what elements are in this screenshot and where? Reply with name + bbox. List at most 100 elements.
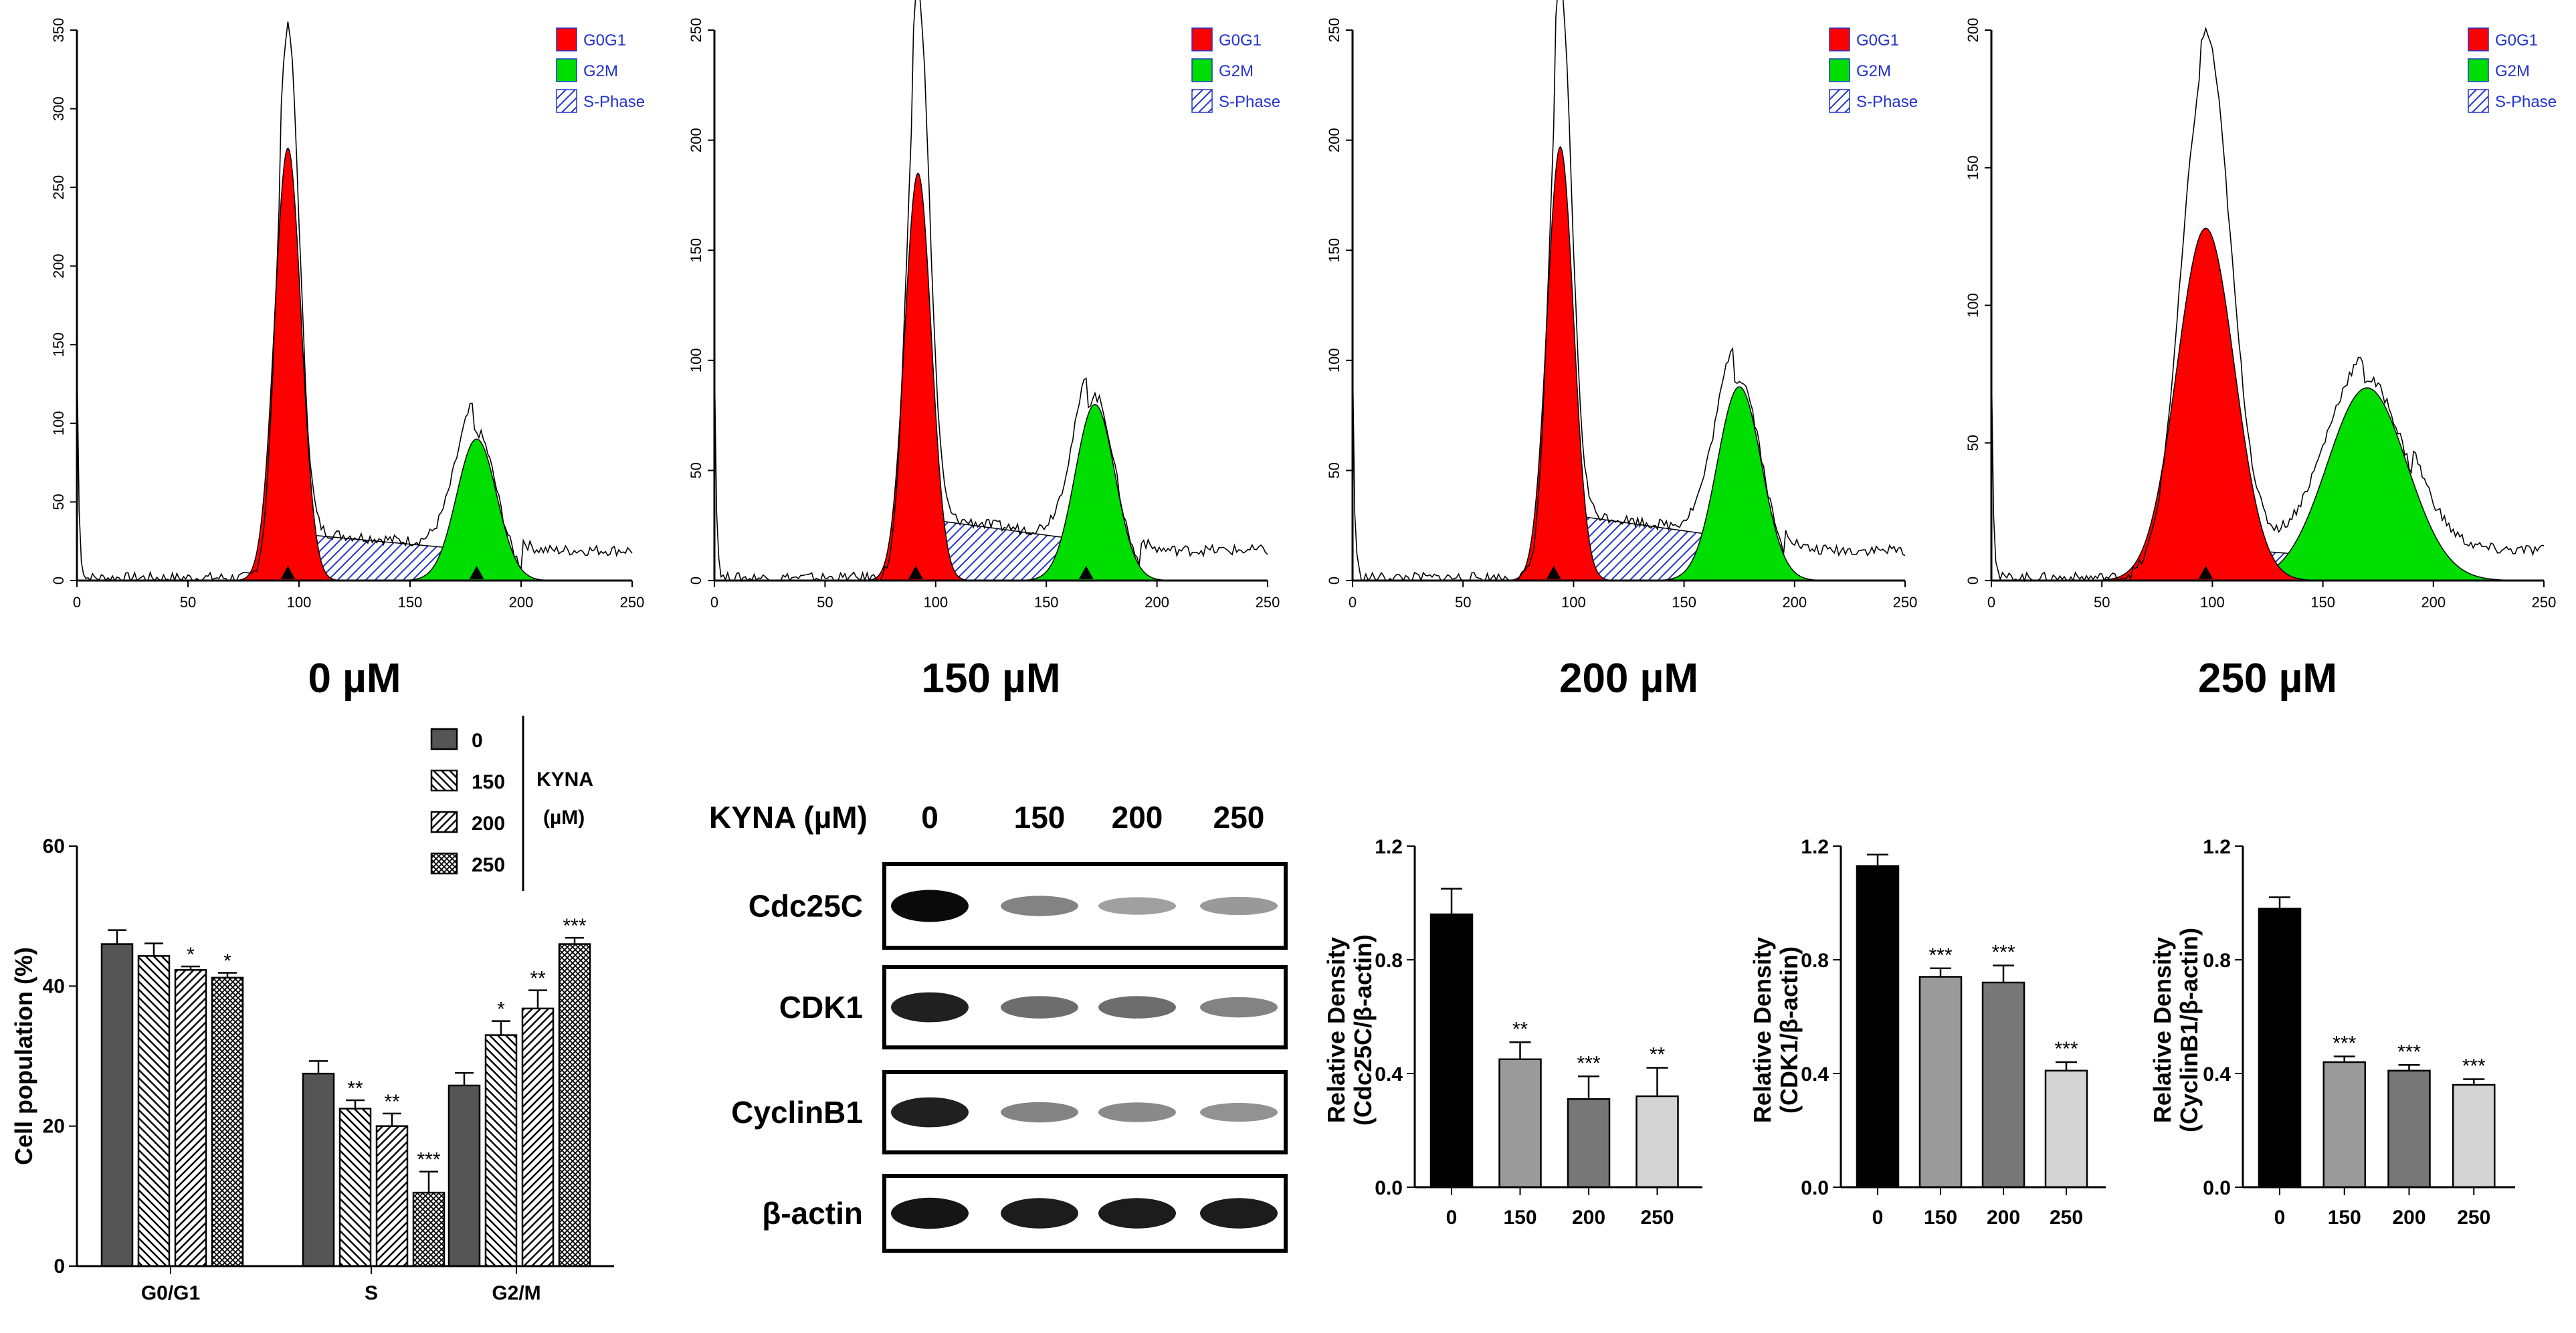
y-tick-label: 40	[43, 975, 65, 997]
blot-band	[1098, 897, 1176, 915]
legend-label: 150	[472, 771, 505, 793]
blot-band	[891, 1097, 969, 1128]
y-tick-label: 50	[1965, 435, 1981, 451]
y-tick-label: 1.2	[1375, 836, 1403, 858]
histogram-0: 0 50 100 150 200 250 0 50 100 150 200 250 300 350 G0G1…	[50, 18, 645, 702]
density-bar	[2044, 1069, 2088, 1189]
x-tick-label: 50	[2094, 594, 2110, 611]
density-bar	[1981, 981, 2025, 1189]
y-tick-label: 0.8	[2203, 950, 2231, 972]
x-tick-label: 250	[2050, 1207, 2083, 1229]
density-bar	[2452, 1084, 2496, 1189]
density-bar	[1636, 1095, 1679, 1189]
y-tick-label: 150	[1326, 238, 1343, 263]
x-tick-label: 250	[1893, 594, 1918, 611]
x-tick-label: 200	[2421, 594, 2446, 611]
y-tick-label: 250	[1326, 18, 1343, 43]
y-axis-label: Relative Density	[2149, 937, 2176, 1123]
significance-label: *	[223, 950, 231, 972]
legend-label: 200	[472, 813, 505, 835]
x-tick-label: 100	[2200, 594, 2225, 611]
legend-swatch	[430, 728, 458, 750]
protein-label: CDK1	[779, 990, 863, 1025]
cellpop-bar	[448, 1084, 481, 1267]
density-bar	[1918, 976, 1963, 1189]
g2m-peak	[1015, 403, 1175, 581]
peak-marker	[908, 566, 924, 579]
y-tick-label: 0.4	[1801, 1063, 1829, 1086]
x-tick-label: 0	[73, 594, 81, 611]
x-tick-label: 150	[1924, 1207, 1957, 1229]
legend-g0g1-swatch	[1829, 27, 1850, 52]
flow-cytometry-histograms: 0 50 100 150 200 250 0 50 100 150 200 250 300 350 G0G1…	[50, 0, 2557, 702]
lane-label: 200	[1112, 800, 1163, 835]
relative-density-charts: 0 ** 150 *** 200 ** 250 0.0 0.4 0.8 1.2 Relative De…	[1322, 836, 2515, 1229]
y-tick-label: 1.2	[1801, 836, 1829, 858]
legend-g0g1-label: G0G1	[1219, 31, 1262, 49]
legend-s-phase-swatch	[1829, 89, 1850, 113]
x-tick-label: 150	[1034, 594, 1059, 611]
y-axis-label: Relative Density	[1749, 937, 1776, 1123]
legend-unit: (µM)	[543, 807, 585, 829]
y-tick-label: 250	[50, 175, 67, 200]
density-bar	[2258, 908, 2302, 1189]
legend-g2m-label: G2M	[2495, 62, 2530, 80]
y-tick-label: 0	[1965, 577, 1981, 585]
y-axis-label: Relative Density	[1322, 937, 1350, 1123]
significance-label: ***	[1928, 944, 1952, 966]
legend-g2m-swatch	[1191, 58, 1213, 82]
g0g1-peak	[864, 172, 972, 581]
legend-g2m-label: G2M	[1856, 62, 1891, 80]
g2m-peak	[1650, 386, 1829, 581]
y-tick-label: 50	[50, 494, 67, 510]
legend-swatch	[430, 811, 458, 833]
x-tick-label: 200	[2392, 1207, 2425, 1229]
blot-band	[1098, 1102, 1176, 1122]
significance-label: *	[497, 999, 505, 1021]
legend-g2m-label: G2M	[1219, 62, 1254, 80]
x-tick-label: 100	[287, 594, 312, 611]
x-tick-label: 250	[1640, 1207, 1674, 1229]
significance-label: ***	[2397, 1041, 2421, 1063]
density-bar	[2387, 1069, 2431, 1189]
y-tick-label: 0.4	[1375, 1063, 1403, 1086]
x-tick-label: 200	[1572, 1207, 1605, 1229]
condition-label: 250 µM	[2198, 655, 2337, 702]
legend-label: 0	[472, 730, 483, 752]
x-tick-label: 200	[1987, 1207, 2020, 1229]
y-tick-label: 0.0	[2203, 1177, 2231, 1199]
x-tick-label: 200	[1145, 594, 1169, 611]
raw-histogram-line	[1352, 0, 1906, 583]
legend-g0g1-swatch	[1191, 27, 1213, 52]
x-tick-label: 200	[509, 594, 534, 611]
x-tick-label: 150	[1672, 594, 1696, 611]
g0g1-peak	[1506, 146, 1614, 581]
significance-label: ***	[1991, 942, 2015, 964]
x-tick-label: 100	[923, 594, 948, 611]
x-tick-label: 200	[1782, 594, 1807, 611]
blot-band	[1001, 996, 1078, 1019]
x-tick-label: 0	[1872, 1207, 1884, 1229]
significance-label: **	[530, 968, 546, 990]
x-tick-label: 250	[2457, 1207, 2490, 1229]
y-tick-label: 0	[50, 577, 67, 585]
legend-g2m-label: G2M	[583, 62, 618, 80]
density-bar	[1429, 913, 1474, 1189]
legend-s-phase-swatch	[1191, 89, 1213, 113]
g0g1-peak	[233, 147, 342, 581]
histogram-2: 0 50 100 150 200 250 0 50 100 150 200 250 G0G1 G2M S-P…	[1326, 0, 1918, 702]
lane-label: 0	[921, 800, 938, 835]
x-tick-label: 50	[817, 594, 833, 611]
y-tick-label: 200	[50, 253, 67, 278]
lane-label: 150	[1014, 800, 1066, 835]
legend-g0g1-label: G0G1	[583, 31, 626, 49]
y-tick-label: 0.0	[1801, 1177, 1829, 1199]
legend-title: KYNA	[536, 768, 593, 791]
x-tick-label: 0	[2274, 1207, 2286, 1229]
cellpop-bar	[338, 1108, 372, 1267]
legend-g0g1-swatch	[2468, 27, 2489, 52]
legend-g2m-swatch	[556, 58, 577, 82]
x-tick-label: 0	[1446, 1207, 1458, 1229]
legend-swatch	[430, 769, 458, 792]
